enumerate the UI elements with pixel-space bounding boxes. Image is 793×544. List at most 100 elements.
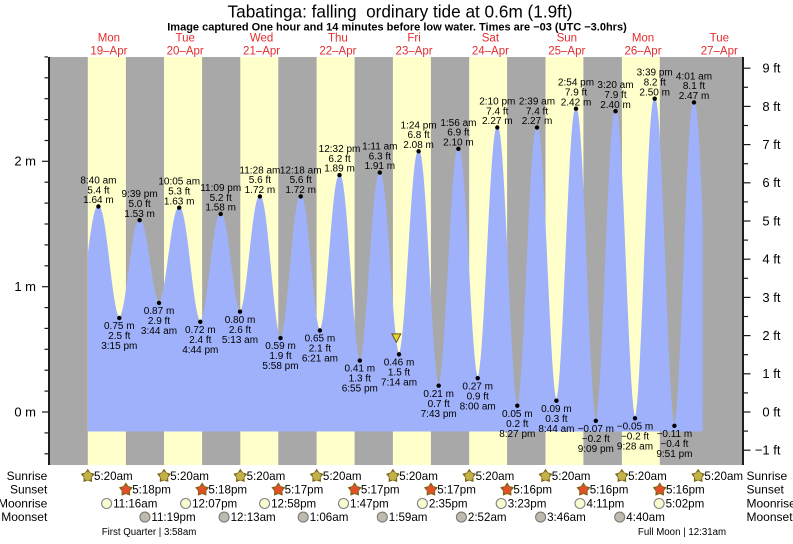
svg-text:5:20am: 5:20am <box>170 470 209 483</box>
svg-text:Moonset: Moonset <box>747 510 793 524</box>
svg-text:24–Apr: 24–Apr <box>472 46 509 58</box>
svg-text:Moonrise: Moonrise <box>0 497 48 511</box>
svg-text:1 ft: 1 ft <box>762 366 780 381</box>
svg-text:2.42 m: 2.42 m <box>561 97 592 108</box>
svg-text:Mon: Mon <box>98 33 120 45</box>
svg-text:First Quarter | 3:58am: First Quarter | 3:58am <box>102 527 197 538</box>
svg-text:27–Apr: 27–Apr <box>701 46 738 58</box>
svg-text:9:28 am: 9:28 am <box>617 441 653 452</box>
svg-text:9:09 pm: 9:09 pm <box>578 444 614 455</box>
svg-text:8 ft: 8 ft <box>762 99 780 114</box>
svg-text:12:13am: 12:13am <box>231 511 276 524</box>
svg-text:5:17pm: 5:17pm <box>361 484 400 497</box>
svg-text:Sunset: Sunset <box>10 483 48 497</box>
svg-text:5:20am: 5:20am <box>704 470 743 483</box>
svg-text:5:17pm: 5:17pm <box>285 484 324 497</box>
svg-text:5:02pm: 5:02pm <box>666 498 705 511</box>
svg-text:12:07pm: 12:07pm <box>192 498 237 511</box>
svg-text:4:44 pm: 4:44 pm <box>182 345 218 356</box>
svg-text:2:35pm: 2:35pm <box>429 498 468 511</box>
svg-text:5:17pm: 5:17pm <box>437 484 476 497</box>
svg-text:11:16am: 11:16am <box>113 498 157 511</box>
svg-text:1.72 m: 1.72 m <box>245 185 276 196</box>
svg-text:25–Apr: 25–Apr <box>548 46 585 58</box>
svg-text:Moonset: Moonset <box>1 510 48 524</box>
svg-text:8:27 pm: 8:27 pm <box>499 429 535 440</box>
svg-text:2.47 m: 2.47 m <box>679 91 710 102</box>
svg-text:Fri: Fri <box>407 33 420 45</box>
svg-text:1.58 m: 1.58 m <box>205 203 236 214</box>
svg-text:3:15 pm: 3:15 pm <box>101 341 137 352</box>
svg-text:5:20am: 5:20am <box>94 470 133 483</box>
svg-text:Full Moon | 12:31am: Full Moon | 12:31am <box>638 527 726 538</box>
svg-text:8:44 am: 8:44 am <box>538 424 574 435</box>
svg-text:1.91 m: 1.91 m <box>365 161 396 172</box>
svg-text:5:20am: 5:20am <box>476 470 515 483</box>
svg-text:9 ft: 9 ft <box>762 61 780 76</box>
svg-text:12:58pm: 12:58pm <box>271 498 316 511</box>
svg-text:Wed: Wed <box>250 33 273 45</box>
svg-text:5:16pm: 5:16pm <box>666 484 705 497</box>
svg-text:6:21 am: 6:21 am <box>302 354 338 365</box>
svg-text:11:19pm: 11:19pm <box>151 511 195 524</box>
svg-text:6 ft: 6 ft <box>762 175 780 190</box>
svg-text:2 m: 2 m <box>14 154 36 169</box>
svg-text:Sunset: Sunset <box>747 483 785 497</box>
svg-text:1.89 m: 1.89 m <box>324 164 355 175</box>
svg-text:2.40 m: 2.40 m <box>600 100 631 111</box>
svg-text:5:13 am: 5:13 am <box>222 335 258 346</box>
svg-text:7:43 pm: 7:43 pm <box>421 409 457 420</box>
svg-text:Sunrise: Sunrise <box>747 469 788 483</box>
svg-text:3 ft: 3 ft <box>762 290 780 305</box>
svg-text:5:20am: 5:20am <box>323 470 362 483</box>
svg-text:1:47pm: 1:47pm <box>350 498 389 511</box>
svg-text:7 ft: 7 ft <box>762 137 780 152</box>
svg-text:1.72 m: 1.72 m <box>285 185 316 196</box>
svg-text:5 ft: 5 ft <box>762 213 780 228</box>
svg-text:5:20am: 5:20am <box>628 470 667 483</box>
svg-text:Tabatinga: falling ordinary t: Tabatinga: falling ordinary tide at 0.6m… <box>228 1 573 21</box>
svg-text:5:16pm: 5:16pm <box>513 484 552 497</box>
svg-text:6:55 pm: 6:55 pm <box>342 384 378 395</box>
svg-text:8:00 am: 8:00 am <box>460 401 496 412</box>
svg-text:23–Apr: 23–Apr <box>396 46 433 58</box>
svg-text:3:44 am: 3:44 am <box>141 326 177 337</box>
svg-text:2.50 m: 2.50 m <box>639 87 670 98</box>
svg-text:5:16pm: 5:16pm <box>590 484 629 497</box>
svg-text:Tue: Tue <box>710 33 729 45</box>
svg-text:1 m: 1 m <box>14 279 36 294</box>
svg-text:Mon: Mon <box>632 33 654 45</box>
svg-text:2.27 m: 2.27 m <box>482 116 513 127</box>
svg-text:Moonrise: Moonrise <box>747 497 793 511</box>
svg-text:9:51 pm: 9:51 pm <box>656 449 692 460</box>
svg-text:4 ft: 4 ft <box>762 252 780 267</box>
svg-text:2.10 m: 2.10 m <box>443 137 474 148</box>
svg-text:Thu: Thu <box>328 33 348 45</box>
svg-text:5:20am: 5:20am <box>552 470 591 483</box>
svg-text:21–Apr: 21–Apr <box>243 46 280 58</box>
svg-text:−1 ft: −1 ft <box>755 443 781 458</box>
svg-text:Image captured One hour and 14: Image captured One hour and 14 minutes b… <box>167 22 627 34</box>
svg-text:3:46am: 3:46am <box>547 511 586 524</box>
svg-text:4:11pm: 4:11pm <box>587 498 625 511</box>
svg-text:2.08 m: 2.08 m <box>403 140 434 151</box>
svg-text:1.53 m: 1.53 m <box>124 209 155 220</box>
svg-text:3:23pm: 3:23pm <box>508 498 547 511</box>
svg-text:1:59am: 1:59am <box>389 511 428 524</box>
svg-text:19–Apr: 19–Apr <box>90 46 127 58</box>
svg-text:0 m: 0 m <box>14 404 36 419</box>
svg-text:2:52am: 2:52am <box>468 511 507 524</box>
svg-text:2 ft: 2 ft <box>762 328 780 343</box>
svg-text:1.64 m: 1.64 m <box>83 195 114 206</box>
svg-text:Sat: Sat <box>482 33 500 45</box>
svg-text:1:06am: 1:06am <box>310 511 349 524</box>
svg-text:5:20am: 5:20am <box>399 470 438 483</box>
svg-text:5:18pm: 5:18pm <box>132 484 171 497</box>
svg-text:Sun: Sun <box>557 33 577 45</box>
svg-text:4:40am: 4:40am <box>626 511 665 524</box>
svg-text:2.27 m: 2.27 m <box>522 116 553 127</box>
svg-text:Tue: Tue <box>176 33 195 45</box>
svg-text:5:58 pm: 5:58 pm <box>262 361 298 372</box>
svg-text:20–Apr: 20–Apr <box>167 46 204 58</box>
svg-text:0 ft: 0 ft <box>762 404 780 419</box>
